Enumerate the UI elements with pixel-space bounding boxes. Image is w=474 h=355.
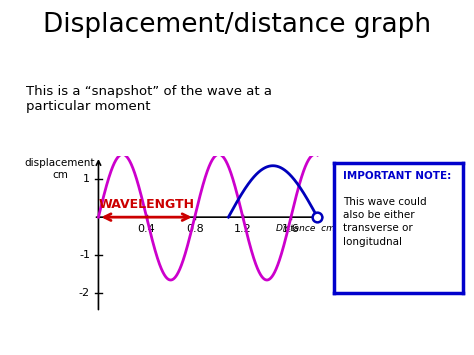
Text: 1.6: 1.6 [282, 224, 300, 234]
Text: -2: -2 [79, 288, 90, 298]
Text: This is a “snapshot” of the wave at a
particular moment: This is a “snapshot” of the wave at a pa… [26, 85, 272, 113]
Text: displacement
cm: displacement cm [25, 158, 95, 180]
Text: This wave could
also be either
transverse or
longitudnal: This wave could also be either transvers… [343, 197, 427, 247]
Text: Distance  cm: Distance cm [276, 224, 335, 233]
Text: 1.2: 1.2 [234, 224, 252, 234]
Text: -1: -1 [79, 250, 90, 260]
Text: 0.4: 0.4 [138, 224, 155, 234]
Text: IMPORTANT NOTE:: IMPORTANT NOTE: [343, 171, 451, 181]
Text: 1: 1 [83, 174, 90, 184]
Text: Displacement/distance graph: Displacement/distance graph [43, 12, 431, 38]
Text: 0.8: 0.8 [186, 224, 203, 234]
Text: WAVELENGTH: WAVELENGTH [99, 198, 194, 211]
